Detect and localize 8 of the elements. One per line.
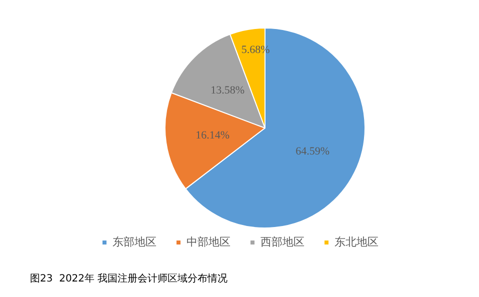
legend-label: 东部地区 (112, 236, 156, 248)
legend-label: 西部地区 (260, 236, 304, 248)
data-label: 64.59% (296, 145, 330, 158)
data-label: 16.14% (196, 130, 230, 142)
legend-label: 中部地区 (186, 236, 230, 248)
caption: 图23 2022年 我国注册会计师区域分布情况 (30, 272, 228, 284)
data-label: 13.58% (210, 84, 245, 96)
legend-label: 东北地区 (334, 236, 378, 248)
